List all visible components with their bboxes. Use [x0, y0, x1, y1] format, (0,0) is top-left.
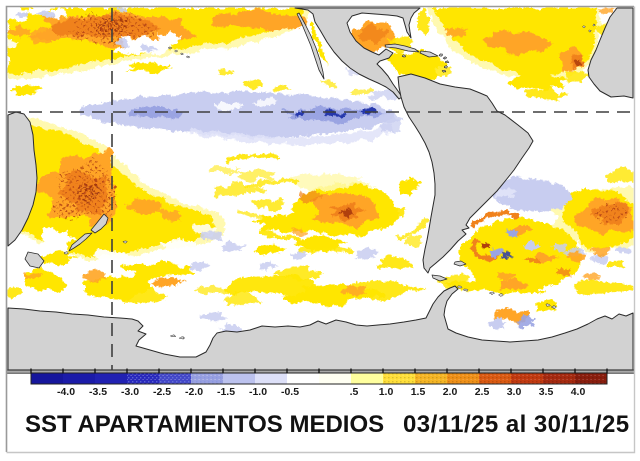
svg-text:-0.5: -0.5	[281, 386, 299, 398]
svg-text:SST APARTAMIENTOS MEDIOS: SST APARTAMIENTOS MEDIOS	[25, 411, 384, 438]
svg-text:3.5: 3.5	[539, 386, 554, 398]
svg-text:-1.5: -1.5	[217, 386, 235, 398]
svg-text:-1.0: -1.0	[249, 386, 267, 398]
svg-text:3.0: 3.0	[507, 386, 522, 398]
svg-text:-3.0: -3.0	[121, 386, 139, 398]
svg-text:4.0: 4.0	[571, 386, 586, 398]
svg-text:2.0: 2.0	[443, 386, 458, 398]
svg-text:.5: .5	[350, 386, 359, 398]
svg-text:-2.0: -2.0	[185, 386, 203, 398]
svg-text:1.0: 1.0	[379, 386, 394, 398]
svg-text:2.5: 2.5	[475, 386, 490, 398]
svg-text:-2.5: -2.5	[153, 386, 171, 398]
svg-text:1.5: 1.5	[411, 386, 426, 398]
svg-text:03/11/25 al 30/11/25: 03/11/25 al 30/11/25	[403, 411, 630, 438]
svg-text:-4.0: -4.0	[57, 386, 75, 398]
svg-text:-3.5: -3.5	[89, 386, 107, 398]
